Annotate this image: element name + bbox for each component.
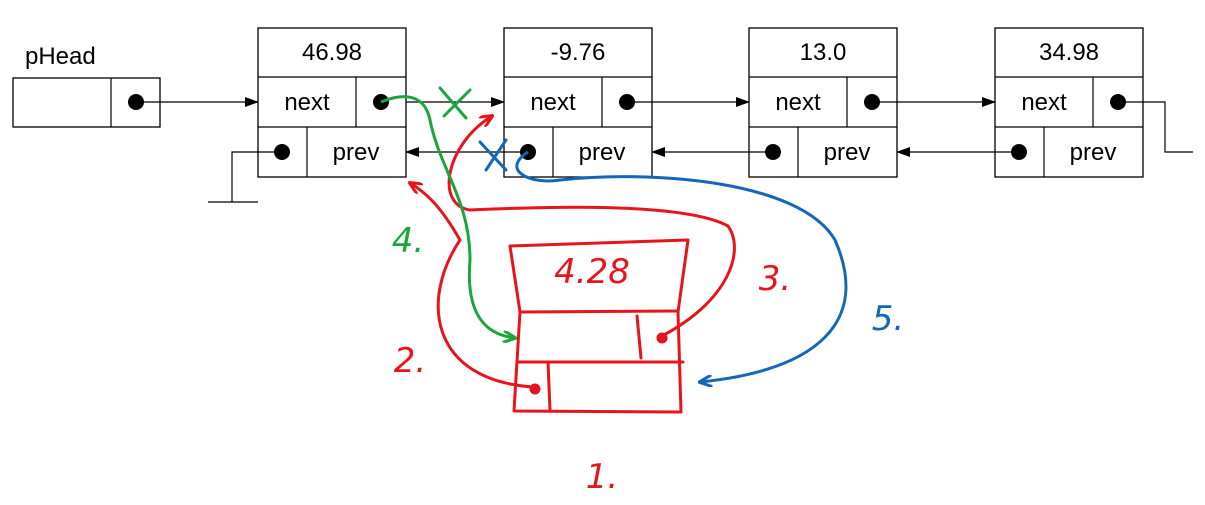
list-node: 46.98 next prev	[208, 27, 407, 203]
node-prev-label: prev	[1070, 139, 1117, 166]
step-label-4: 4.	[392, 221, 424, 261]
step-label-2: 2.	[394, 341, 426, 381]
node-value: 34.98	[1039, 39, 1099, 66]
node-prev-label: prev	[824, 139, 871, 166]
step-label-5: 5.	[872, 299, 904, 339]
node-value: -9.76	[551, 39, 606, 66]
node-next-label: next	[775, 89, 821, 116]
step4-arrow	[380, 95, 515, 338]
tail-null-wire	[1118, 101, 1193, 153]
node-value: 46.98	[302, 39, 362, 66]
node-value: 13.0	[800, 39, 847, 66]
step2-arrow	[410, 183, 534, 389]
head-label: pHead	[25, 43, 96, 70]
node-next-label: next	[1021, 89, 1067, 116]
new-node-value: 4.28	[554, 252, 630, 292]
node-prev-label: prev	[579, 139, 626, 166]
step5-arrow	[515, 150, 848, 382]
cross-mark-icon	[438, 86, 472, 120]
node-next-label: next	[530, 89, 576, 116]
list-node: 34.98 next prev	[994, 27, 1193, 178]
step-label-1: 1.	[586, 457, 618, 497]
null-wire	[231, 151, 282, 202]
cross-mark-icon	[478, 138, 508, 172]
node-prev-label: prev	[333, 139, 380, 166]
head-pointer: pHead	[12, 43, 259, 128]
node-next-label: next	[284, 89, 330, 116]
step-label-3: 3.	[759, 259, 791, 299]
